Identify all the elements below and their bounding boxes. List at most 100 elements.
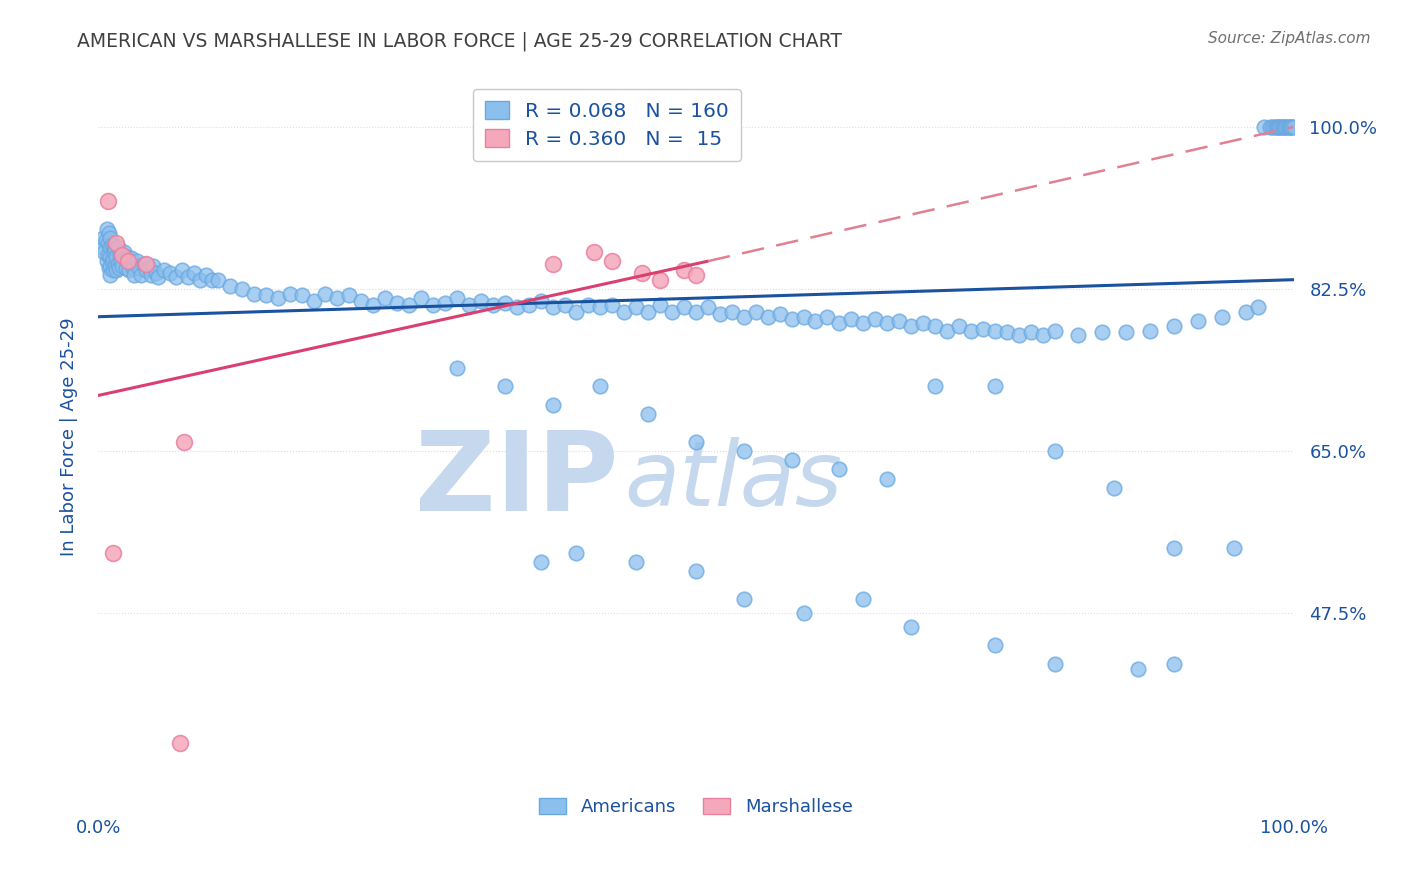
Point [637,305,659,319]
Point [91,240,114,254]
Point [98,260,121,275]
Point [745,305,768,319]
Point [1128,661,1150,675]
Point [105,250,128,264]
Point [1265,120,1288,134]
Point [98,268,122,282]
Point [972,322,994,336]
Point [363,298,385,312]
Point [936,324,959,338]
Point [1223,541,1246,556]
Text: atlas: atlas [624,437,842,525]
Point [110,254,132,268]
Point [648,298,672,312]
Point [131,268,153,282]
Point [1115,326,1137,340]
Point [828,462,851,476]
Point [97,194,120,208]
Point [589,379,612,393]
Point [1267,120,1289,134]
Point [139,268,162,282]
Point [125,254,148,268]
Point [1043,444,1066,458]
Point [541,301,564,315]
Point [768,307,790,321]
Point [673,301,696,315]
Point [1281,120,1303,134]
Point [138,260,160,275]
Point [117,254,139,268]
Point [1282,120,1305,134]
Point [103,244,125,259]
Point [565,546,588,560]
Point [984,324,1007,338]
Point [159,266,181,280]
Point [278,286,301,301]
Point [793,606,815,620]
Point [578,298,600,312]
Point [183,266,205,280]
Point [1271,120,1294,134]
Point [105,235,128,250]
Legend: Americans, Marshallese: Americans, Marshallese [531,790,860,823]
Point [148,269,170,284]
Point [374,291,396,305]
Point [128,260,150,275]
Point [350,293,373,308]
Point [96,254,118,268]
Point [219,279,242,293]
Point [948,318,970,333]
Point [852,592,875,607]
Point [541,398,564,412]
Point [709,307,731,321]
Point [815,310,838,324]
Point [169,736,191,750]
Point [98,250,122,264]
Point [107,240,129,254]
Point [494,295,516,310]
Point [1279,120,1302,134]
Point [960,324,983,338]
Point [697,301,720,315]
Point [876,316,898,330]
Point [231,282,253,296]
Point [1234,305,1257,319]
Point [1187,314,1209,328]
Point [1271,120,1294,134]
Point [104,242,127,256]
Point [995,326,1018,340]
Text: Source: ZipAtlas.com: Source: ZipAtlas.com [1208,31,1371,46]
Point [302,293,325,308]
Point [94,233,117,247]
Point [565,305,588,319]
Point [132,257,155,271]
Point [828,316,851,330]
Point [101,252,124,266]
Point [1268,120,1291,134]
Point [1278,120,1301,134]
Point [648,273,672,287]
Point [446,291,468,305]
Point [207,273,229,287]
Point [145,266,167,280]
Point [602,298,624,312]
Point [115,260,138,275]
Point [1253,120,1275,134]
Point [1163,541,1185,556]
Point [115,250,138,264]
Point [195,268,218,282]
Point [105,263,128,277]
Point [841,312,863,326]
Point [1261,120,1284,134]
Point [589,301,612,315]
Text: AMERICAN VS MARSHALLESE IN LABOR FORCE | AGE 25-29 CORRELATION CHART: AMERICAN VS MARSHALLESE IN LABOR FORCE |… [77,31,842,51]
Point [1067,328,1090,343]
Point [1211,310,1233,324]
Point [721,305,744,319]
Point [114,252,136,266]
Point [326,291,349,305]
Point [1263,120,1285,134]
Point [201,273,224,287]
Y-axis label: In Labor Force | Age 25-29: In Labor Force | Age 25-29 [59,318,77,557]
Point [398,298,420,312]
